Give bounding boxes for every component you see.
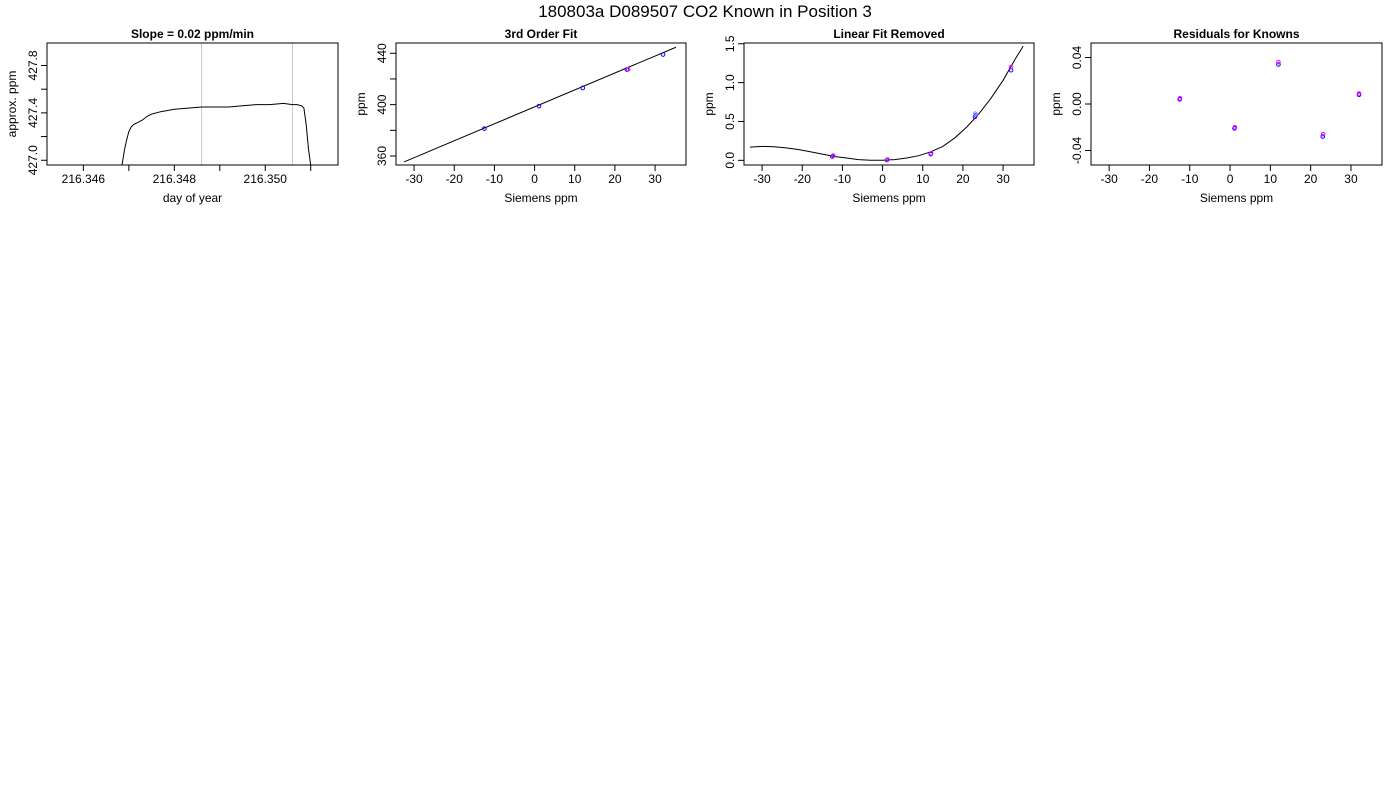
y-tick-label: 427.8 — [26, 50, 40, 80]
x-tick-label: 30 — [1344, 172, 1358, 186]
x-tick-label: 20 — [1304, 172, 1318, 186]
data-point — [1276, 62, 1281, 67]
y-tick-label: 1.5 — [723, 35, 737, 52]
panel-1: Slope = 0.02 ppm/min 216.346 216.348 216.35… — [5, 27, 339, 205]
data-point — [973, 111, 978, 117]
data-point — [1320, 131, 1326, 137]
data-point — [1008, 64, 1014, 70]
page-title: 180803a D089507 CO2 Known in Position 3 — [538, 2, 872, 21]
data-point — [1320, 134, 1326, 139]
y-tick-label: 0.5 — [723, 113, 737, 130]
data-point — [660, 52, 666, 57]
panel-2: 3rd Order Fit -30 -20 -10 0 10 20 30 360 400 440 Si… — [354, 27, 687, 205]
data-point — [1177, 95, 1183, 101]
x-tick-label: 20 — [956, 172, 970, 186]
x-tick-label: -10 — [486, 172, 504, 186]
plot-area — [1177, 59, 1362, 139]
y-axis-label: ppm — [702, 92, 716, 115]
plot-area — [749, 45, 1024, 163]
x-tick-label: -20 — [794, 172, 812, 186]
fit-curve — [749, 45, 1024, 161]
panel-title: Slope = 0.02 ppm/min — [131, 27, 254, 41]
y-tick-label: 440 — [375, 43, 389, 63]
data-point — [482, 126, 487, 131]
x-axis-label: day of year — [163, 191, 222, 205]
panel-title: Residuals for Knowns — [1173, 27, 1299, 41]
y-tick-label: 0.00 — [1070, 92, 1084, 116]
y-tick-label: 360 — [375, 146, 389, 166]
y-tick-label: 0.04 — [1070, 46, 1084, 70]
plot-frame — [1090, 42, 1383, 166]
x-tick-label: 0 — [1227, 172, 1234, 186]
data-point — [625, 66, 631, 72]
data-point — [830, 153, 836, 158]
data-point — [536, 103, 542, 109]
y-tick-label: 0.0 — [723, 152, 737, 169]
y-axis-label: ppm — [1049, 92, 1063, 115]
x-tick-label: 216.350 — [244, 172, 288, 186]
data-point — [1356, 91, 1362, 96]
panel-4: Residuals for Knowns -30 -20 -10 0 10 20 30 -0.0… — [1049, 27, 1383, 205]
x-tick-label: -10 — [834, 172, 852, 186]
panel-3: Linear Fit Removed -30 -20 -10 0 10 20 30 0.0 0.5… — [702, 27, 1035, 205]
y-tick-label: 400 — [375, 94, 389, 114]
panels: Slope = 0.02 ppm/min 216.346 216.348 216.35… — [5, 27, 1383, 205]
y-tick-label: 427.4 — [26, 98, 40, 128]
x-tick-label: -30 — [1100, 172, 1118, 186]
x-axis-label: Siemens ppm — [504, 191, 577, 205]
x-tick-label: 20 — [608, 172, 622, 186]
x-tick-label: -30 — [405, 172, 423, 186]
y-axis-label: approx. ppm — [5, 71, 19, 138]
x-tick-label: -20 — [446, 172, 464, 186]
plot-frame — [46, 42, 339, 166]
x-tick-label: -30 — [753, 172, 771, 186]
y-tick-label: -0.04 — [1070, 136, 1084, 164]
y-tick-label: 1.0 — [723, 74, 737, 91]
y-axis-label: ppm — [354, 92, 368, 115]
plot-area — [121, 102, 312, 165]
data-point — [830, 154, 835, 159]
x-tick-label: 10 — [916, 172, 930, 186]
x-tick-label: -20 — [1141, 172, 1159, 186]
panel-title: Linear Fit Removed — [833, 27, 944, 41]
data-point — [580, 85, 586, 91]
plot-frame — [395, 42, 687, 166]
data-point — [1276, 59, 1281, 65]
panel-title: 3rd Order Fit — [505, 27, 578, 41]
x-tick-label: 216.348 — [153, 172, 197, 186]
x-tick-label: -10 — [1181, 172, 1199, 186]
data-point — [928, 151, 934, 156]
x-tick-label: 10 — [568, 172, 582, 186]
x-axis-label: Siemens ppm — [1200, 191, 1273, 205]
data-point — [885, 157, 890, 162]
series-line — [121, 102, 312, 165]
x-tick-label: 0 — [879, 172, 886, 186]
x-tick-label: 0 — [531, 172, 538, 186]
y-tick-label: 427.0 — [26, 145, 40, 175]
x-tick-label: 30 — [648, 172, 662, 186]
x-axis-label: Siemens ppm — [852, 191, 925, 205]
x-tick-label: 10 — [1264, 172, 1278, 186]
data-point — [1232, 124, 1238, 130]
x-tick-label: 216.346 — [62, 172, 106, 186]
x-tick-label: 30 — [996, 172, 1010, 186]
plot-area — [403, 46, 677, 163]
plot-frame — [743, 42, 1035, 166]
